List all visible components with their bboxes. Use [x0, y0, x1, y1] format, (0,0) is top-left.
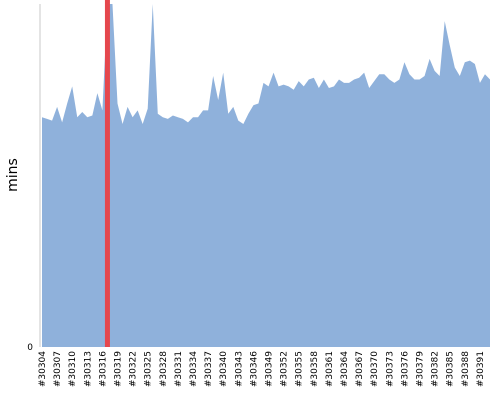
x-tick-label: #30322: [129, 351, 139, 387]
x-tick-label: #30355: [295, 351, 305, 387]
y-axis-ticks: 0: [27, 343, 33, 353]
x-tick-label: #30334: [189, 351, 199, 387]
x-tick-label: #30307: [53, 351, 63, 387]
x-tick-label: #30376: [400, 351, 410, 387]
x-axis-ticks: #30304 #30307 #30310 #30313 #30316 #30319 #303…: [38, 351, 486, 387]
y-axis-title: mins: [5, 158, 21, 192]
x-tick-label: #30304: [38, 351, 48, 387]
x-tick-label: #30391: [476, 351, 486, 387]
x-tick-label: #30379: [416, 351, 426, 387]
x-tick-label: #30319: [114, 351, 124, 387]
x-tick-label: #30370: [370, 351, 380, 387]
x-tick-label: #30361: [325, 351, 335, 387]
x-tick-label: #30328: [159, 351, 169, 387]
x-tick-label: #30382: [431, 351, 441, 387]
x-tick-label: #30388: [461, 351, 471, 387]
x-tick-label: #30331: [174, 351, 184, 387]
x-tick-label: #30340: [219, 351, 229, 387]
marker-line: [104, 0, 110, 347]
x-tick-label: #30385: [446, 351, 456, 387]
x-tick-label: #30349: [265, 351, 275, 387]
x-tick-label: #30358: [310, 351, 320, 387]
x-tick-label: #30343: [234, 351, 244, 387]
x-tick-label: #30367: [355, 351, 365, 387]
x-tick-label: #30346: [249, 351, 259, 387]
x-tick-label: #30313: [83, 351, 93, 387]
x-tick-label: #30325: [144, 351, 154, 387]
x-tick-label: #30337: [204, 351, 214, 387]
x-tick-label: #30310: [68, 351, 78, 387]
x-tick-label: #30352: [280, 351, 290, 387]
x-tick-label: #30373: [385, 351, 395, 387]
x-tick-label: #30316: [98, 351, 108, 387]
y-tick-label: 0: [27, 343, 33, 353]
series-area: [42, 4, 490, 347]
x-tick-label: #30364: [340, 351, 350, 387]
